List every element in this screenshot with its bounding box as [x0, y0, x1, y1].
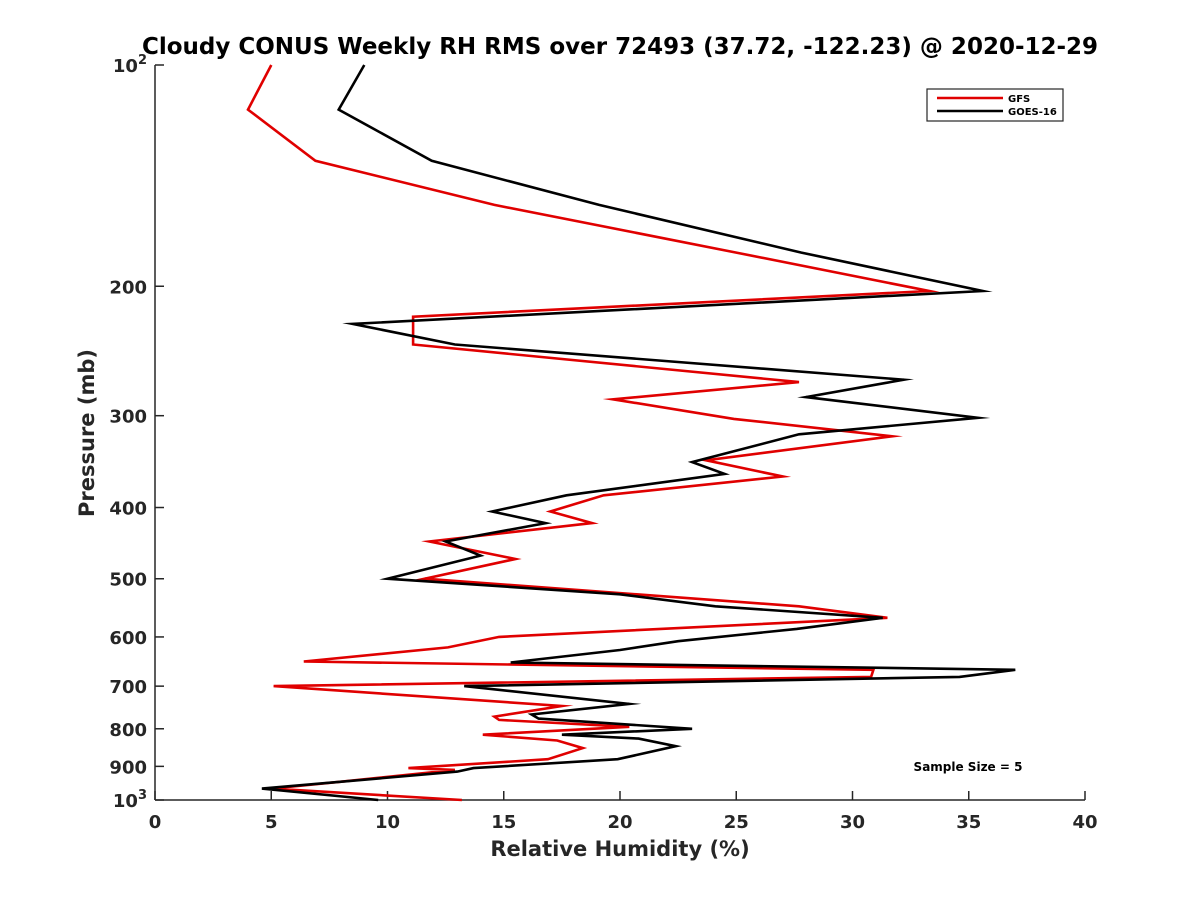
y-tick-base: 600 — [109, 628, 147, 649]
legend-label: GFS — [1008, 94, 1030, 105]
y-tick-label: 400 — [109, 499, 147, 520]
y-tick-base: 900 — [109, 757, 147, 778]
legend-label: GOES-16 — [1008, 107, 1057, 118]
x-tick-label: 0 — [149, 812, 162, 833]
y-tick-base: 10 — [113, 791, 138, 812]
y-tick-label: 900 — [109, 757, 147, 778]
x-ticks: 0 5 10 15 20 25 30 35 40 — [149, 791, 1098, 833]
y-tick-exponent: 3 — [138, 788, 147, 803]
y-tick-label: 600 — [109, 628, 147, 649]
series-line-goes-16 — [261, 64, 1016, 802]
y-tick-label: 102 — [113, 53, 147, 77]
x-tick-label: 15 — [491, 812, 516, 833]
x-tick-label: 40 — [1072, 812, 1097, 833]
series-layer — [246, 64, 1016, 802]
legend-box — [926, 88, 1064, 122]
y-tick-base: 200 — [109, 277, 147, 298]
x-tick-label: 20 — [607, 812, 632, 833]
y-tick-label: 700 — [109, 677, 147, 698]
y-tick-label: 103 — [113, 788, 147, 812]
chart-title: Cloudy CONUS Weekly RH RMS over 72493 (3… — [142, 34, 1098, 60]
x-tick-label: 35 — [956, 812, 981, 833]
x-axis-label: Relative Humidity (%) — [490, 837, 749, 861]
y-tick-label: 800 — [109, 720, 147, 741]
x-tick-label: 30 — [840, 812, 865, 833]
x-tick-label: 5 — [265, 812, 278, 833]
x-tick-label: 10 — [375, 812, 400, 833]
y-tick-base: 400 — [109, 499, 147, 520]
sample-size-annotation: Sample Size = 5 — [914, 760, 1023, 774]
y-tick-base: 500 — [109, 570, 147, 591]
y-axis-label: Pressure (mb) — [75, 349, 99, 517]
y-tick-exponent: 2 — [138, 53, 147, 68]
y-tick-base: 10 — [113, 56, 138, 77]
y-tick-base: 700 — [109, 677, 147, 698]
y-tick-label: 300 — [109, 407, 147, 428]
y-tick-label: 500 — [109, 570, 147, 591]
y-tick-base: 800 — [109, 720, 147, 741]
legend: GFS GOES-16 — [926, 88, 1064, 122]
y-tick-label: 200 — [109, 277, 147, 298]
y-tick-base: 300 — [109, 407, 147, 428]
x-tick-label: 25 — [724, 812, 749, 833]
